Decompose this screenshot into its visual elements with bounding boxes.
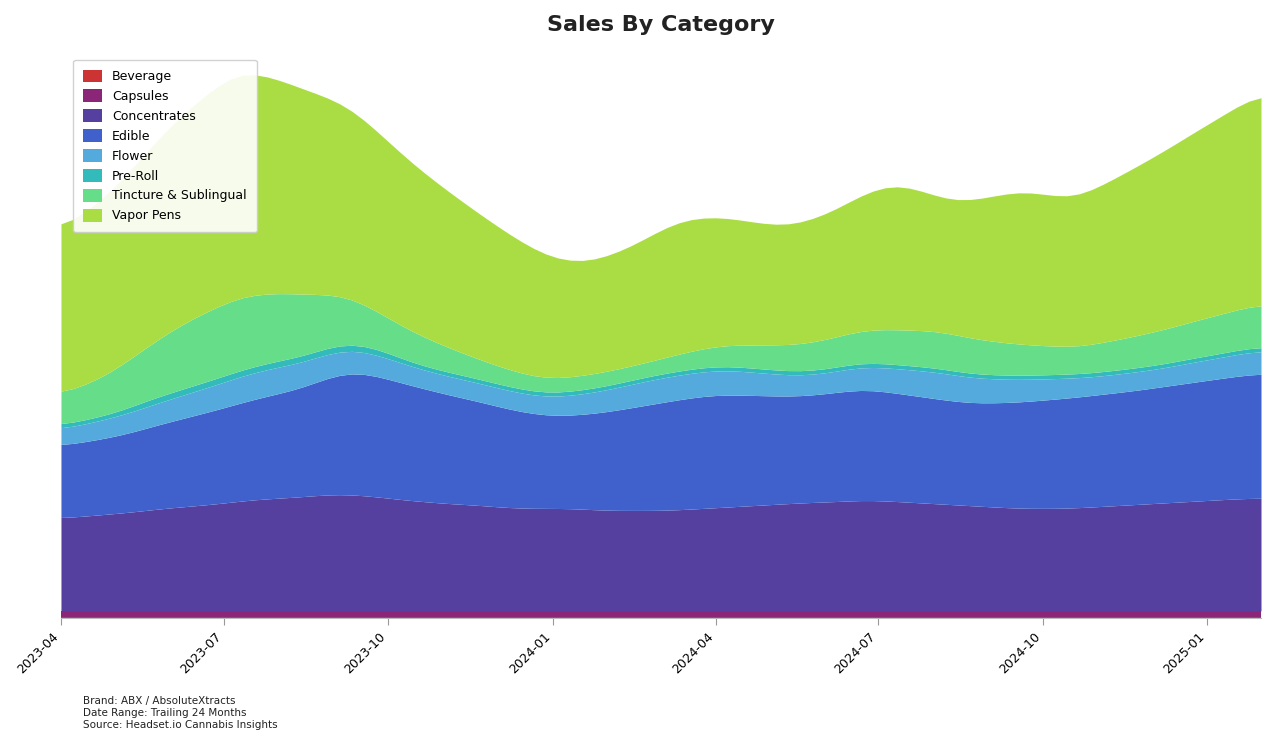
Title: Sales By Category: Sales By Category	[547, 15, 775, 35]
Text: Brand: ABX / AbsoluteXtracts
Date Range: Trailing 24 Months
Source: Headset.io C: Brand: ABX / AbsoluteXtracts Date Range:…	[83, 696, 278, 730]
Legend: Beverage, Capsules, Concentrates, Edible, Flower, Pre-Roll, Tincture & Sublingua: Beverage, Capsules, Concentrates, Edible…	[73, 59, 256, 233]
